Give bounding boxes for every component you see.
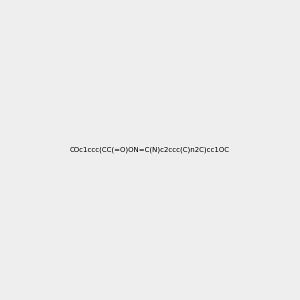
Text: COc1ccc(CC(=O)ON=C(N)c2ccc(C)n2C)cc1OC: COc1ccc(CC(=O)ON=C(N)c2ccc(C)n2C)cc1OC bbox=[70, 147, 230, 153]
